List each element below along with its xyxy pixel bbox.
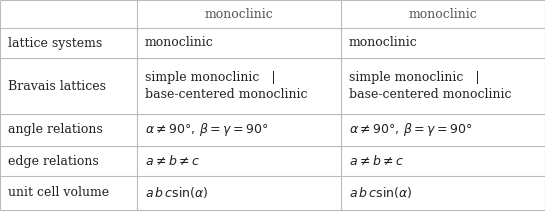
Text: monoclinic: monoclinic: [409, 7, 477, 20]
Text: simple monoclinic   |: simple monoclinic |: [145, 70, 276, 84]
Text: monoclinic: monoclinic: [349, 37, 418, 50]
Text: $a\,b\,c\sin(\alpha)$: $a\,b\,c\sin(\alpha)$: [145, 185, 208, 200]
Text: $\alpha \neq 90°,\, \beta = \gamma = 90°$: $\alpha \neq 90°,\, \beta = \gamma = 90°…: [349, 121, 473, 139]
Text: $\alpha \neq 90°,\, \beta = \gamma = 90°$: $\alpha \neq 90°,\, \beta = \gamma = 90°…: [145, 121, 268, 139]
Text: $a\,b\,c\sin(\alpha)$: $a\,b\,c\sin(\alpha)$: [349, 185, 413, 200]
Text: base-centered monoclinic: base-centered monoclinic: [145, 88, 307, 101]
Text: $a \neq b \neq c$: $a \neq b \neq c$: [145, 154, 200, 168]
Text: angle relations: angle relations: [8, 123, 103, 136]
Text: unit cell volume: unit cell volume: [8, 187, 109, 200]
Text: monoclinic: monoclinic: [145, 37, 214, 50]
Text: monoclinic: monoclinic: [204, 7, 274, 20]
Text: $a \neq b \neq c$: $a \neq b \neq c$: [349, 154, 404, 168]
Text: simple monoclinic   |: simple monoclinic |: [349, 70, 480, 84]
Text: base-centered monoclinic: base-centered monoclinic: [349, 88, 512, 101]
Text: edge relations: edge relations: [8, 154, 99, 167]
Text: lattice systems: lattice systems: [8, 37, 102, 50]
Text: Bravais lattices: Bravais lattices: [8, 79, 106, 92]
